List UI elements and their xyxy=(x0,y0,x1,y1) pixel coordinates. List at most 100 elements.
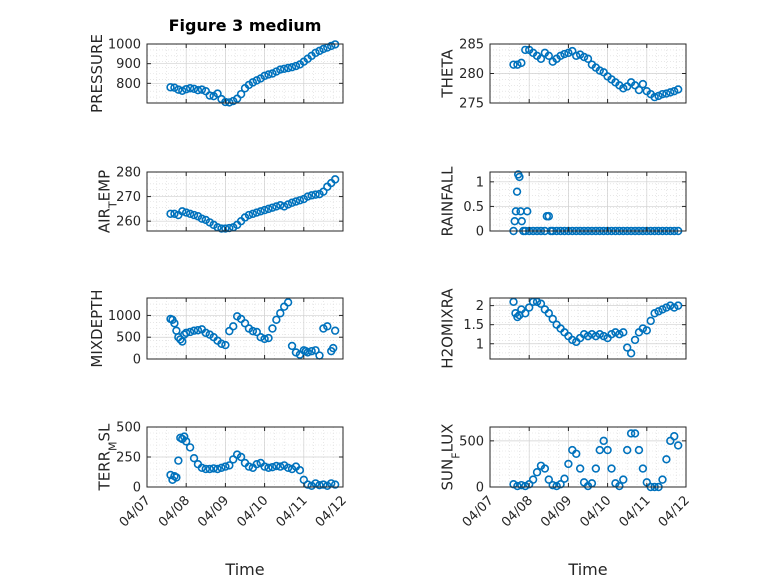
chart-title: Figure 3 medium xyxy=(169,16,322,35)
y-axis-label: PRESSURE xyxy=(88,34,106,113)
x-axis-label: Time xyxy=(567,560,607,579)
data-point xyxy=(221,462,230,471)
y-tick-label: 285 xyxy=(459,38,484,53)
data-point xyxy=(579,52,589,62)
data-point xyxy=(178,207,187,216)
data-point xyxy=(638,464,648,473)
data-point xyxy=(330,175,340,184)
data-point xyxy=(182,85,191,94)
data-point xyxy=(283,298,293,307)
data-point xyxy=(174,456,183,465)
data-point xyxy=(287,341,297,351)
x-tick-label: 04/09 xyxy=(538,493,575,530)
data-point xyxy=(276,65,285,74)
data-point xyxy=(272,315,281,324)
y-axis-label: SUNFLUX xyxy=(439,424,463,491)
data-point xyxy=(619,475,628,484)
data-point xyxy=(213,464,222,474)
y-tick-label: 0 xyxy=(133,353,141,368)
data-point xyxy=(268,324,277,333)
x-axis-label: Time xyxy=(224,560,264,579)
data-point xyxy=(330,326,340,335)
data-point xyxy=(272,461,281,471)
data-point xyxy=(658,475,667,484)
data-point xyxy=(575,464,585,473)
y-tick-label: 1.5 xyxy=(463,318,484,333)
data-point xyxy=(283,63,293,73)
data-point xyxy=(670,86,679,96)
y-tick-label: 280 xyxy=(116,166,141,181)
data-point xyxy=(622,445,632,455)
data-point xyxy=(244,462,254,471)
data-point xyxy=(295,196,305,205)
data-point xyxy=(524,303,534,312)
y-tick-label: 1 xyxy=(476,175,484,190)
data-point xyxy=(240,319,250,328)
data-point xyxy=(311,346,320,355)
subplot-h2omixra: 1 1.5 2 H2OMIXRA xyxy=(439,288,687,369)
y-axis-label: THETA xyxy=(439,49,457,99)
data-point xyxy=(666,88,675,97)
data-point xyxy=(564,48,573,58)
data-point xyxy=(512,187,522,196)
data-point xyxy=(201,328,211,338)
data-point xyxy=(280,64,289,73)
data-point xyxy=(509,480,518,489)
data-point xyxy=(662,89,671,98)
y-tick-label: 0 xyxy=(476,225,484,240)
data-point xyxy=(229,322,238,331)
y-axis-label: H2OMIXRA xyxy=(439,288,457,369)
data-point xyxy=(319,480,328,489)
data-point xyxy=(182,328,191,338)
data-point xyxy=(583,54,593,63)
data-point xyxy=(283,200,293,209)
data-point xyxy=(528,475,538,484)
data-point xyxy=(532,468,542,477)
x-tick-label: 04/07 xyxy=(460,493,497,530)
data-point xyxy=(185,209,195,218)
data-point xyxy=(540,464,550,473)
y-tick-label: 900 xyxy=(116,57,141,72)
data-point xyxy=(626,429,636,438)
data-point xyxy=(225,461,234,470)
data-point xyxy=(252,327,261,337)
data-point xyxy=(548,480,557,490)
data-point xyxy=(509,60,518,69)
data-point xyxy=(225,98,234,107)
data-point xyxy=(189,210,199,220)
data-point xyxy=(544,309,553,318)
data-point xyxy=(221,340,230,350)
data-point xyxy=(630,335,640,345)
data-point xyxy=(323,322,332,331)
data-point xyxy=(264,70,273,79)
data-point xyxy=(658,89,667,99)
axes-box xyxy=(489,297,687,360)
y-tick-label: 500 xyxy=(116,331,141,346)
y-tick-label: 1 xyxy=(476,337,484,352)
data-point xyxy=(523,207,532,216)
data-point xyxy=(319,187,328,196)
y-tick-label: 0.5 xyxy=(463,200,484,215)
data-point xyxy=(521,309,530,318)
data-point xyxy=(560,49,569,59)
y-tick-label: 0 xyxy=(133,481,141,496)
data-point xyxy=(276,200,285,210)
data-point xyxy=(217,224,226,233)
data-point xyxy=(197,463,207,472)
data-point xyxy=(634,85,644,95)
y-tick-label: 2 xyxy=(476,299,484,314)
y-axis-label: TERRMSL xyxy=(96,423,120,492)
data-point xyxy=(515,172,524,182)
data-point xyxy=(268,463,277,472)
x-tick-label: 04/10 xyxy=(234,493,271,530)
data-point xyxy=(287,63,297,72)
data-point xyxy=(548,314,557,324)
y-tick-label: 260 xyxy=(116,215,141,230)
data-point xyxy=(670,432,679,441)
data-point xyxy=(209,464,218,473)
